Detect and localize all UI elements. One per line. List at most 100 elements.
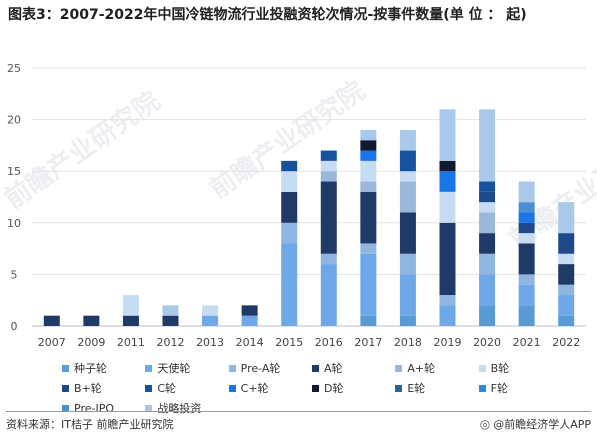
- legend-label: B+轮: [74, 382, 102, 395]
- legend-swatch: [62, 364, 69, 372]
- bar-segment: [360, 181, 377, 192]
- bar-segment: [558, 202, 575, 234]
- bar-segment: [479, 181, 496, 192]
- y-tick-label: 25: [7, 62, 21, 75]
- bar-segment: [439, 191, 456, 223]
- bar-segment: [320, 181, 337, 254]
- bar-segment: [360, 160, 377, 182]
- legend-label: D轮: [324, 382, 344, 395]
- bar-segment: [558, 233, 575, 254]
- bar-segment: [360, 315, 377, 326]
- legend-swatch: [312, 364, 319, 372]
- brand: ◎ @前瞻经济学人APP: [480, 416, 591, 432]
- bar-segment: [399, 181, 416, 213]
- x-tick-label: 2011: [117, 336, 145, 349]
- y-tick-label: 5: [11, 268, 18, 281]
- legend-label: C轮: [157, 382, 177, 395]
- bar-segment: [281, 222, 298, 244]
- legend-label: F轮: [490, 382, 508, 395]
- x-tick-label: 2020: [473, 336, 501, 349]
- legend-item: B轮: [478, 360, 562, 376]
- legend-label: 天使轮: [157, 362, 191, 375]
- bar-segment: [360, 253, 377, 316]
- bar-segment: [558, 253, 575, 265]
- legend-label: B轮: [490, 362, 510, 375]
- bar-segment: [558, 264, 575, 285]
- legend-swatch: [395, 384, 403, 392]
- bar-segment: [360, 140, 377, 151]
- x-tick-label: 2022: [552, 336, 580, 349]
- bar-chart: 0 5 10 15 20 25 2007 2009 2011 2012 2013 2014 2015 20…: [7, 62, 586, 349]
- bar-segment: [518, 222, 535, 234]
- footer: 资料来源：IT桔子 前瞻产业研究院 ◎ @前瞻经济学人APP: [6, 414, 591, 434]
- x-tick-label: 2016: [315, 336, 343, 349]
- legend-item: A轮: [312, 360, 395, 376]
- legend-item: C轮: [145, 380, 228, 396]
- bar-segment: [162, 305, 179, 316]
- bar-segment: [558, 315, 575, 326]
- x-tick-label: 2014: [236, 336, 264, 349]
- legend-swatch: [62, 404, 69, 412]
- bar-segment: [439, 171, 456, 192]
- y-tick-label: 20: [7, 114, 21, 127]
- legend-item: 天使轮: [145, 360, 228, 376]
- legend-swatch: [312, 384, 319, 392]
- legend-swatch: [145, 384, 153, 392]
- bar-segment: [241, 305, 258, 316]
- bar-segment: [479, 191, 496, 203]
- legend-swatch: [145, 404, 153, 412]
- legend-label: C+轮: [240, 382, 269, 395]
- x-tick-label: 2015: [275, 336, 303, 349]
- bar-segment: [43, 315, 60, 326]
- bar-segment: [518, 305, 535, 326]
- legend-swatch: [228, 384, 236, 392]
- bar-segment: [360, 191, 377, 244]
- bar-segment: [479, 253, 496, 275]
- legend-swatch: [395, 364, 403, 372]
- bar-segment: [83, 315, 100, 326]
- bar-segment: [360, 150, 377, 161]
- bar-segment: [479, 212, 496, 234]
- bar-segment: [518, 181, 535, 203]
- bar-segment: [439, 295, 456, 306]
- bar-segment: [518, 202, 535, 213]
- bar-segment: [281, 243, 298, 326]
- source-text: 资料来源：IT桔子 前瞻产业研究院: [6, 418, 174, 431]
- bar-segment: [518, 233, 535, 244]
- x-tick-label: 2009: [77, 336, 105, 349]
- x-tick-label: 2017: [354, 336, 382, 349]
- bar-segment: [479, 109, 496, 182]
- bar-segment: [399, 129, 416, 151]
- bar-segment: [439, 305, 456, 326]
- bar-segment: [320, 160, 337, 172]
- y-tick-label: 10: [7, 217, 21, 230]
- x-tick-label: 2007: [38, 336, 66, 349]
- bar-segment: [439, 109, 456, 161]
- bar-segment: [320, 253, 337, 265]
- bar-segment: [281, 171, 298, 192]
- x-tick-label: 2019: [434, 336, 462, 349]
- bar-segment: [479, 274, 496, 306]
- legend-label: A轮: [324, 362, 343, 375]
- bar-segment: [479, 202, 496, 213]
- bar-segment: [360, 129, 377, 141]
- legend-swatch: [478, 364, 486, 372]
- x-tick-label: 2021: [513, 336, 541, 349]
- legend-item: F轮: [478, 380, 562, 396]
- bar-segment: [399, 253, 416, 275]
- legend-label: Pre-IPO: [74, 401, 114, 415]
- bar-segment: [241, 315, 258, 326]
- legend-label: E轮: [407, 382, 426, 395]
- bar-segment: [202, 315, 219, 326]
- legend-label: Pre-A轮: [240, 362, 281, 375]
- brand-text: @前瞻经济学人APP: [493, 418, 591, 431]
- bar-segment: [558, 284, 575, 296]
- chart-legend: 种子轮 天使轮 Pre-A轮 A轮 A+轮 B轮 B+轮 C轮 C+轮 D轮 E轮 F轮 Pre-IPO…: [62, 360, 562, 416]
- legend-swatch: [62, 384, 69, 392]
- bar-segment: [399, 274, 416, 316]
- legend-item: B+轮: [62, 380, 145, 396]
- bar-segment: [281, 160, 298, 172]
- bar-segment: [162, 315, 179, 326]
- y-tick-label: 0: [11, 320, 18, 333]
- bar-segment: [439, 160, 456, 172]
